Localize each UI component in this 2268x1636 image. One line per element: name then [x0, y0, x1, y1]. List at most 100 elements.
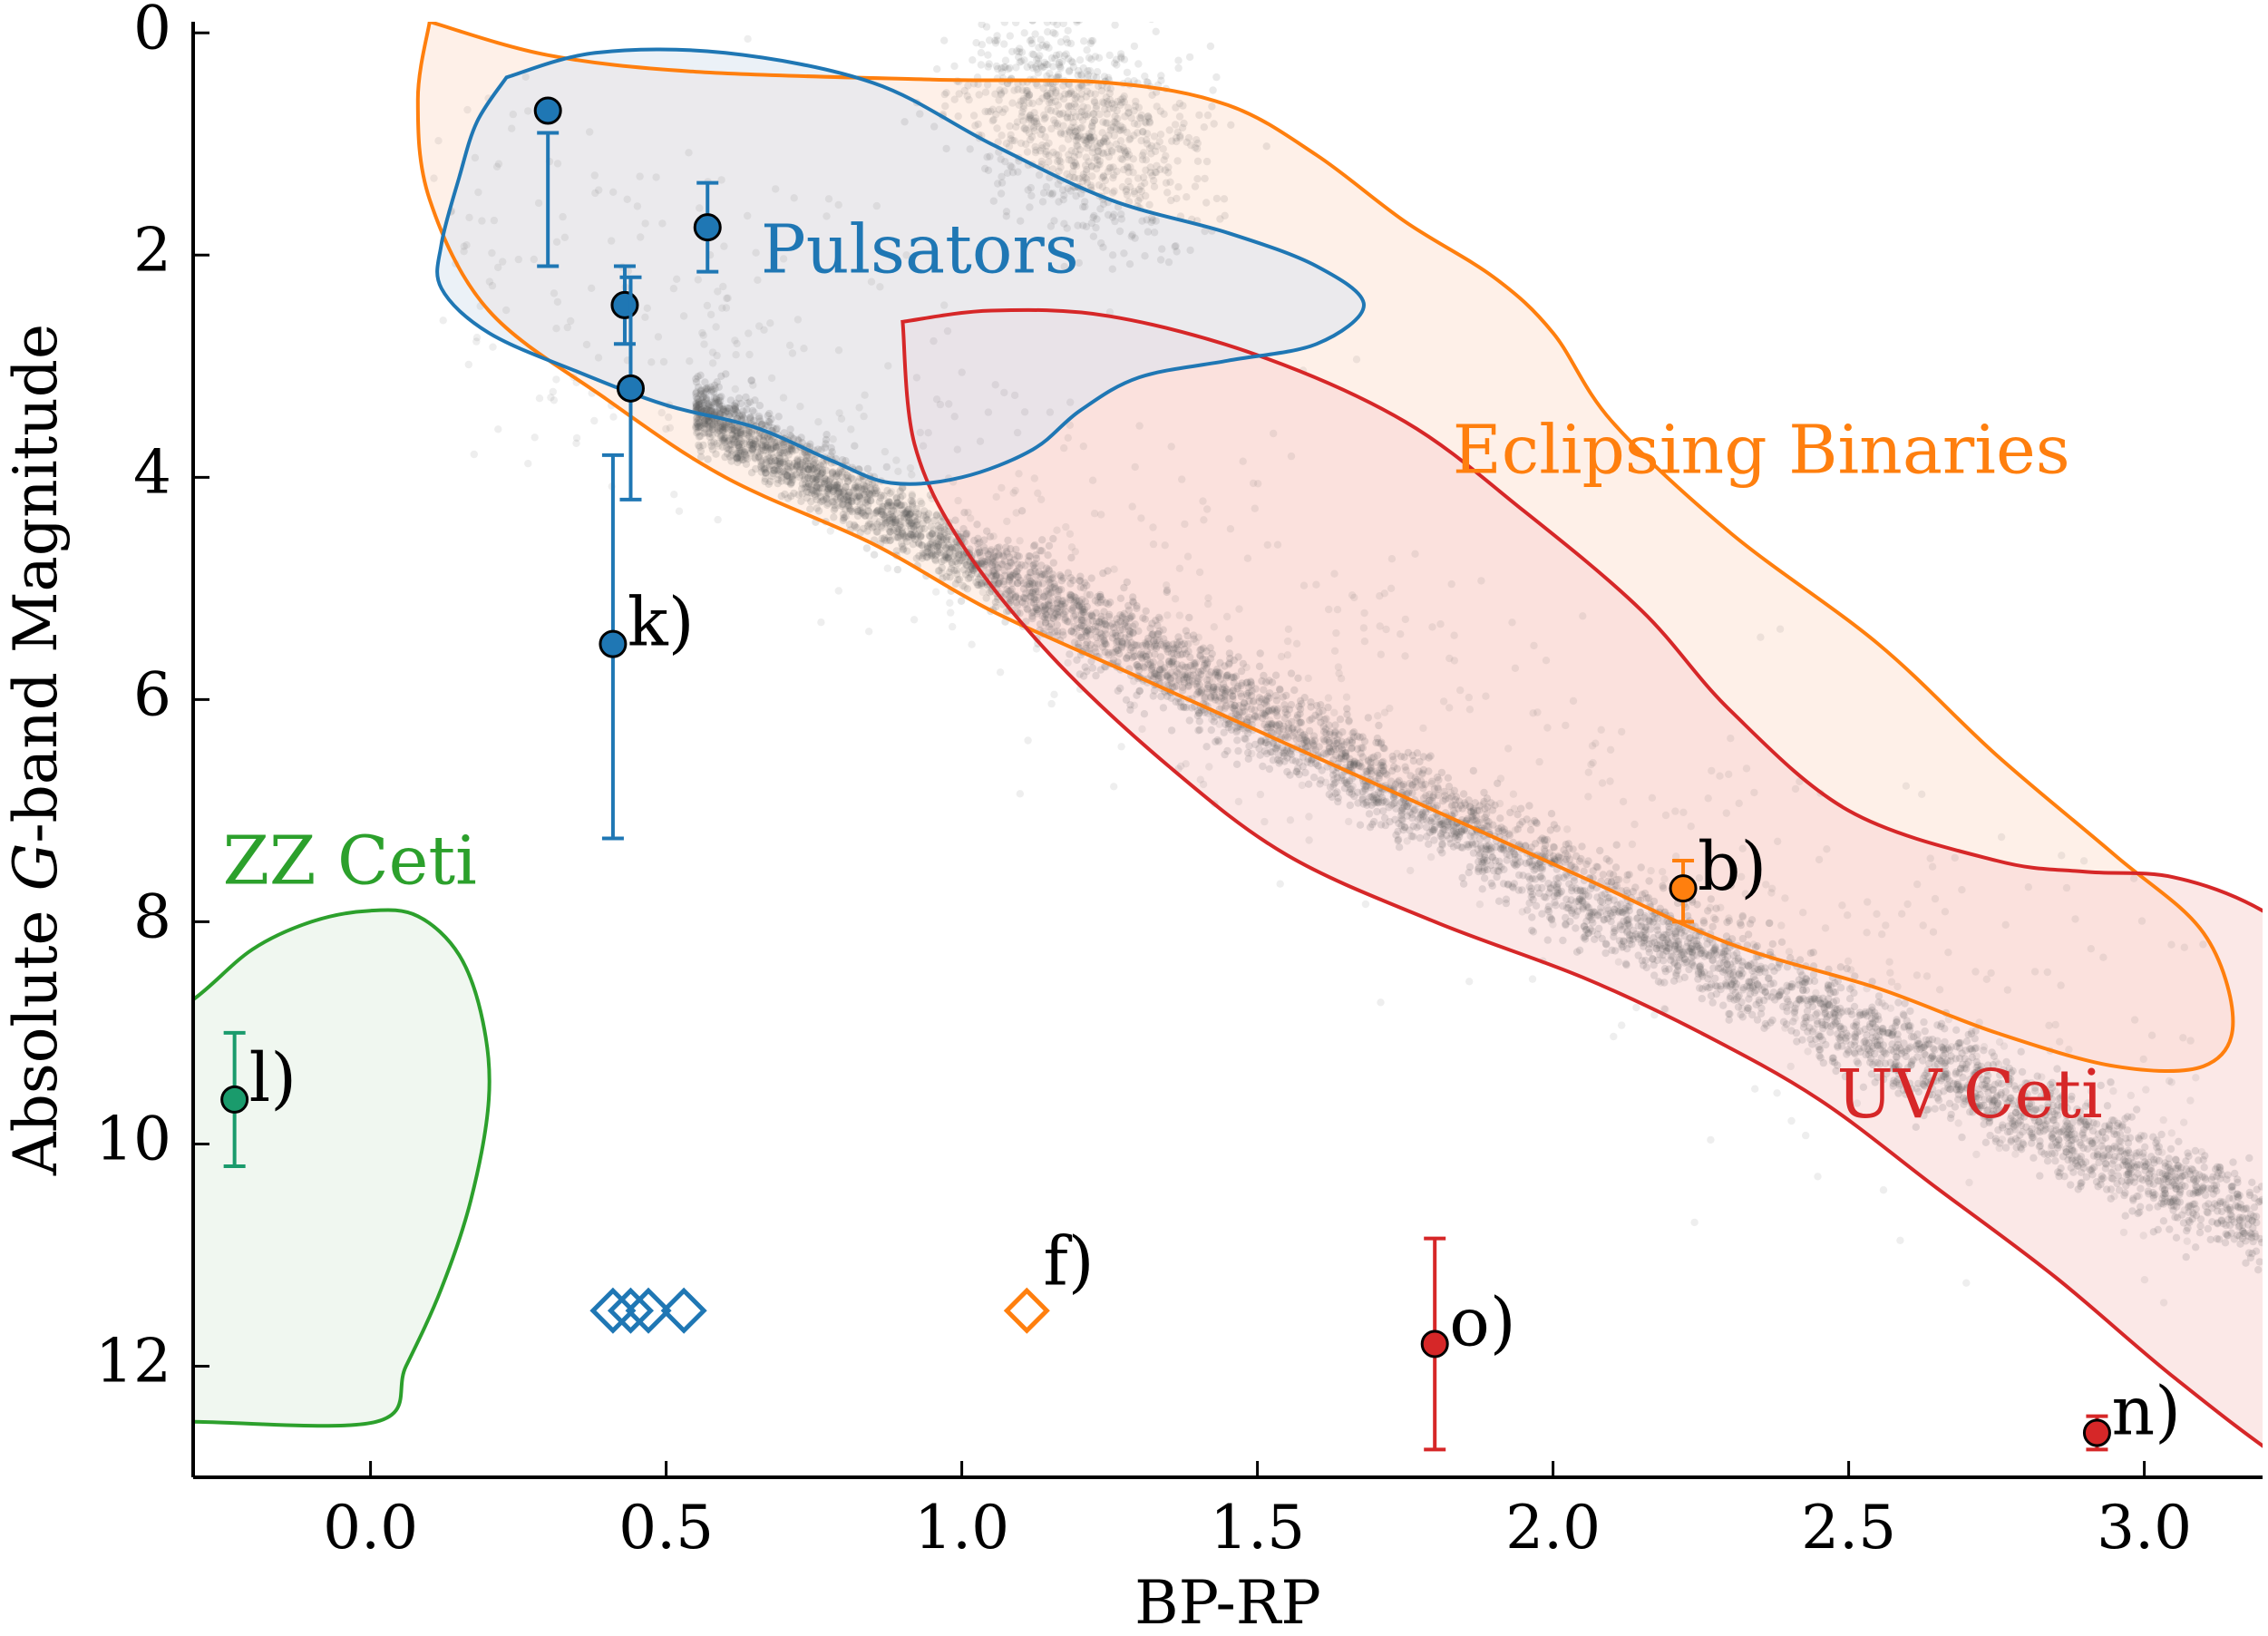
background-star: [1171, 644, 1179, 652]
background-star: [1489, 821, 1497, 829]
background-star: [2179, 1172, 2187, 1180]
background-star: [2248, 1178, 2256, 1187]
background-star: [1750, 965, 1759, 973]
background-star: [774, 413, 783, 421]
background-star: [2054, 1135, 2063, 1144]
background-star: [944, 541, 953, 550]
background-star: [863, 527, 871, 535]
background-star: [1853, 1028, 1862, 1037]
background-star: [926, 550, 934, 559]
background-star: [1436, 821, 1445, 829]
background-star: [1076, 623, 1085, 632]
background-star: [881, 512, 890, 521]
background-star: [1893, 1030, 1902, 1038]
background-star: [1725, 967, 1733, 975]
background-star: [1743, 961, 1752, 969]
background-star: [1265, 694, 1273, 702]
background-star: [719, 407, 727, 415]
background-star: [2132, 1149, 2141, 1157]
background-star: [2123, 1126, 2132, 1134]
background-star: [1120, 583, 1128, 592]
background-star: [1210, 683, 1218, 691]
background-star: [1582, 891, 1590, 899]
background-star: [700, 419, 709, 428]
background-star: [1768, 940, 1777, 949]
background-star: [1821, 1009, 1829, 1018]
background-star: [1262, 701, 1270, 709]
background-star: [2211, 1165, 2220, 1173]
background-star: [1532, 865, 1540, 873]
background-star: [866, 496, 875, 505]
background-star: [1981, 1138, 1991, 1147]
background-star: [1933, 1037, 1942, 1045]
background-star: [1528, 913, 1536, 921]
background-star: [985, 550, 993, 559]
background-star: [1276, 686, 1284, 694]
background-star: [1757, 1009, 1766, 1018]
background-star: [1610, 924, 1619, 933]
background-star: [725, 445, 733, 453]
background-star: [2062, 1148, 2070, 1156]
background-star: [2098, 1136, 2107, 1144]
background-star: [2086, 1137, 2094, 1145]
background-star: [2048, 1150, 2056, 1158]
background-star: [1323, 735, 1331, 744]
background-star: [1504, 881, 1513, 889]
background-star: [2005, 1097, 2013, 1105]
background-star: [2149, 1193, 2158, 1203]
background-star: [1296, 728, 1305, 736]
background-star: [1532, 901, 1541, 910]
background-star: [1765, 974, 1773, 982]
background-star: [1343, 705, 1351, 713]
background-star: [1538, 874, 1547, 883]
background-star: [1015, 595, 1024, 603]
background-star: [1891, 1060, 1899, 1068]
background-star: [1023, 605, 1031, 613]
background-star: [2214, 1219, 2222, 1227]
background-star: [1133, 660, 1142, 669]
background-star: [1550, 892, 1558, 901]
background-star: [1225, 649, 1234, 657]
background-star: [904, 520, 912, 528]
background-star: [1258, 714, 1267, 723]
background-star: [1562, 895, 1571, 903]
background-star: [1073, 616, 1081, 624]
background-star: [751, 437, 760, 445]
background-star: [1036, 546, 1045, 555]
background-star: [983, 527, 991, 535]
background-star: [2163, 1198, 2172, 1206]
background-star: [1430, 836, 1438, 844]
background-star: [1163, 680, 1172, 688]
background-star: [1212, 667, 1221, 677]
background-star: [1163, 692, 1172, 700]
background-star: [737, 430, 745, 438]
background-star: [1102, 621, 1111, 629]
background-star: [1939, 1045, 1948, 1053]
background-star: [1659, 881, 1667, 891]
background-star: [1138, 655, 1146, 663]
background-star: [814, 483, 823, 492]
background-star: [1580, 922, 1589, 930]
background-star: [2250, 1203, 2259, 1212]
background-star: [1836, 984, 1845, 992]
background-star: [1006, 587, 1015, 595]
background-star: [1708, 922, 1717, 931]
background-star: [1229, 687, 1238, 695]
background-star: [2172, 1233, 2181, 1242]
background-star: [1083, 638, 1092, 647]
background-star: [2082, 1173, 2091, 1182]
background-star: [1567, 906, 1576, 915]
background-star: [1623, 945, 1631, 953]
background-star: [940, 550, 949, 560]
background-star: [2052, 1126, 2060, 1134]
background-star: [811, 474, 819, 482]
background-star: [806, 505, 814, 513]
background-star: [1397, 815, 1406, 823]
background-star: [2031, 1105, 2039, 1114]
background-star: [823, 486, 832, 495]
background-star: [1030, 540, 1039, 550]
background-star: [2088, 1139, 2097, 1147]
background-star: [2168, 1178, 2176, 1187]
background-star: [1262, 678, 1270, 687]
background-star: [702, 394, 711, 403]
